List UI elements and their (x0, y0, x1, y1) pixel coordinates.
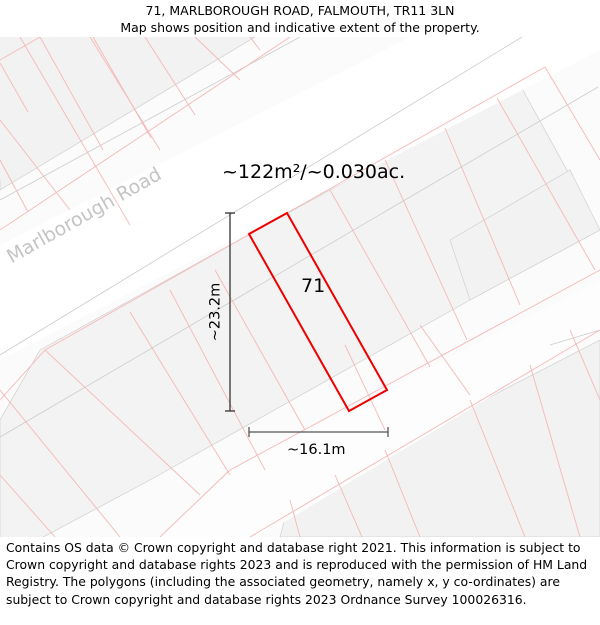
road-surface (0, 37, 600, 360)
road-surface-lower (160, 280, 600, 537)
copyright-notice: Contains OS data © Crown copyright and d… (6, 540, 588, 607)
header: 71, MARLBOROUGH ROAD, FALMOUTH, TR11 3LN… (0, 0, 600, 37)
area-label: ~122m²/~0.030ac. (222, 161, 406, 183)
map-canvas (0, 37, 600, 537)
page-subtitle: Map shows position and indicative extent… (120, 20, 480, 35)
property-map[interactable]: Marlborough Road ~122m²/~0.030ac. 71 ~16… (0, 37, 600, 537)
property-boundary (247, 211, 389, 413)
height-dimension-line (225, 212, 235, 412)
page-title: 71, MARLBOROUGH ROAD, FALMOUTH, TR11 3LN (145, 3, 455, 18)
height-dimension-label: ~23.2m (207, 282, 224, 342)
road-edges (0, 37, 600, 438)
width-dimension-label: ~16.1m (287, 442, 346, 458)
building-block-nw (0, 37, 250, 180)
width-dimension-line (248, 427, 389, 437)
road-surface-2 (0, 37, 530, 300)
parcel-boundaries (0, 37, 600, 537)
plot-number-label: 71 (301, 275, 326, 297)
